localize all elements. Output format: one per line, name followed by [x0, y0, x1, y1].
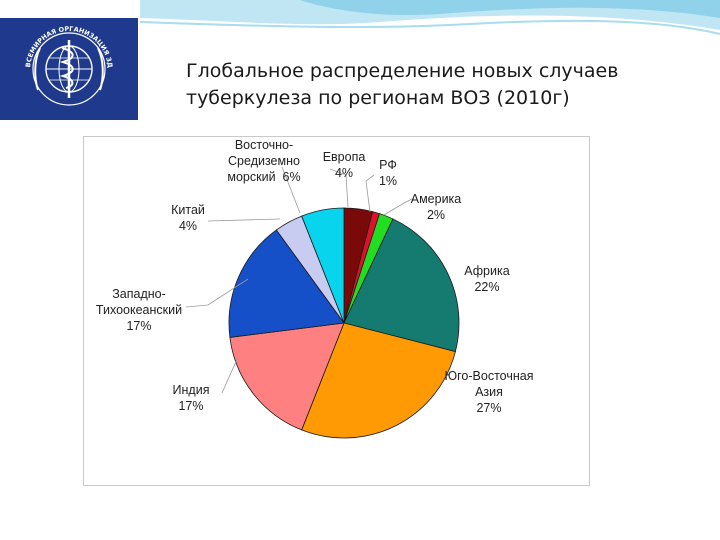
slice-label-0: Европа 4%: [323, 150, 366, 180]
slice-label-7: Китай 4%: [171, 203, 205, 233]
pie-slice-5: [229, 322, 345, 431]
slice-label-line: 4%: [335, 166, 353, 180]
leader-line-2: [383, 198, 413, 216]
leader-line-6: [185, 278, 249, 308]
who-emblem-icon: ВСЕМИРНАЯ ОРГАНИЗАЦИЯ ЗДРАВООХРАНЕНИЯ: [0, 18, 114, 106]
who-logo: ВСЕМИРНАЯ ОРГАНИЗАЦИЯ ЗДРАВООХРАНЕНИЯ: [0, 18, 138, 120]
chart-frame: Европа 4% РФ 1% Америка 2% Африка 22% Юго-Восточ…: [83, 136, 590, 486]
slice-label-line: Восточно-: [235, 138, 293, 152]
slice-label-line: Индия: [173, 383, 210, 397]
slice-label-5: Индия 17%: [173, 383, 210, 413]
slice-label-line: РФ: [379, 158, 397, 172]
leader-line-8: [281, 166, 301, 214]
slice-label-4: Юго-Восточная Азия 27%: [445, 369, 534, 415]
header-wave-decoration: [0, 0, 720, 35]
slice-label-line: Китай: [171, 203, 205, 217]
pie-slice-8: [301, 207, 345, 324]
pie-chart: Европа 4% РФ 1% Америка 2% Африка 22% Юго-Восточ…: [96, 138, 534, 439]
slide-title: Глобальное распределение новых случаев т…: [186, 60, 619, 109]
slice-label-line: 17%: [178, 399, 203, 413]
slice-label-2: Америка 2%: [411, 192, 462, 222]
svg-text:ВСЕМИРНАЯ ОРГАНИЗАЦИЯ ЗДРАВООХ: ВСЕМИРНАЯ ОРГАНИЗАЦИЯ ЗДРАВООХРАНЕНИЯ: [0, 18, 114, 68]
pie-slice-6: [228, 229, 345, 338]
slice-label-1: РФ 1%: [379, 158, 397, 188]
slice-label-line: 4%: [179, 219, 197, 233]
leader-line-7: [207, 218, 281, 222]
pie-slice-3: [343, 218, 460, 353]
slice-label-line: Америка: [411, 192, 462, 206]
slice-label-3: Африка 22%: [464, 264, 509, 294]
slice-label-line: морский 6%: [227, 170, 300, 184]
slice-label-line: Тихоокеанский: [96, 303, 182, 317]
slice-label-line: 17%: [126, 319, 151, 333]
leader-line-0: [329, 168, 349, 208]
leader-line-5: [221, 356, 239, 394]
logo-text: ВСЕМИРНАЯ ОРГАНИЗАЦИЯ ЗДРАВООХРАНЕНИЯ: [0, 18, 114, 68]
slice-label-line: 2%: [427, 208, 445, 222]
slice-label-6: Западно- Тихоокеанский 17%: [96, 287, 182, 333]
slice-label-line: Западно-: [112, 287, 166, 301]
pie-slice-4: [301, 322, 456, 439]
slice-label-line: Европа: [323, 150, 366, 164]
slice-label-line: Юго-Восточная: [445, 369, 534, 383]
slice-label-line: 27%: [476, 401, 501, 415]
slice-label-line: Средиземно: [228, 154, 300, 168]
slice-label-line: Азия: [475, 385, 503, 399]
slice-label-line: 1%: [379, 174, 397, 188]
slice-label-8: Восточно- Средиземно морский 6%: [227, 138, 300, 184]
leader-line-1: [365, 174, 375, 213]
slice-label-line: Африка: [464, 264, 509, 278]
slice-label-line: 22%: [474, 280, 499, 294]
